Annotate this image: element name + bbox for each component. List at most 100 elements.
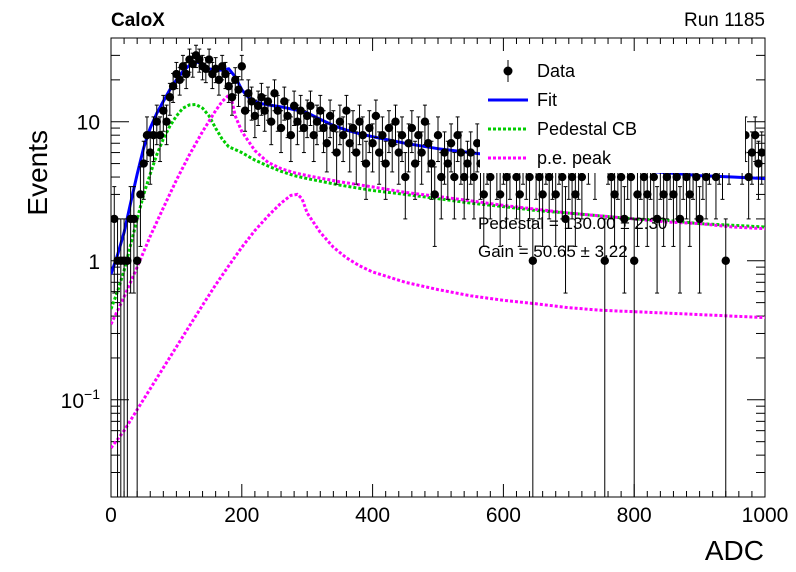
data-marker [132,256,142,265]
data-marker [495,190,505,199]
data-point [332,131,341,185]
data-marker [757,148,765,157]
data-marker [430,190,439,199]
data-marker [561,214,570,224]
data-marker [296,106,305,115]
data-point [600,218,609,497]
data-marker [659,190,668,199]
data-marker [388,139,397,148]
data-marker [136,190,145,199]
data-marker [237,62,246,71]
data-point [132,218,142,497]
data-marker [312,117,322,126]
data-marker [450,172,459,182]
data-marker [607,172,616,182]
data-point [371,99,381,139]
data-point [401,152,410,220]
data-marker [316,106,325,115]
data-point [355,104,364,146]
data-marker [750,130,760,140]
data-marker [342,106,351,115]
data-point [397,116,407,163]
data-point [129,186,139,294]
x-tick-label: 1000 [742,504,789,527]
data-marker [381,159,390,168]
data-marker [630,256,639,265]
data-point [757,131,765,185]
data-point [361,140,371,200]
data-marker [303,111,312,121]
data-marker [195,55,204,64]
data-marker [397,130,407,140]
data-marker [319,123,328,133]
data-marker [616,172,626,182]
data-marker [675,214,685,224]
data-marker [446,139,456,148]
data-marker [309,130,318,140]
data-marker [329,123,338,133]
data-marker [633,190,642,199]
data-marker [178,62,188,71]
data-marker [299,123,309,133]
data-marker [355,117,364,126]
data-marker [155,130,165,140]
legend-label: Pedestal CB [537,119,637,139]
data-marker [620,214,629,224]
data-point [430,166,439,247]
data-marker [669,190,678,199]
data-point [325,99,335,139]
data-point [162,104,171,146]
data-marker [283,111,292,121]
data-marker [672,172,681,182]
legend-label: p.e. peak [537,148,612,168]
data-point [316,94,325,132]
data-marker [123,256,132,265]
data-marker [695,214,704,224]
data-marker [338,130,348,140]
data-marker [211,64,220,74]
data-point [744,152,753,220]
y-tick-label: 10 [77,112,100,135]
data-point [643,166,652,247]
data-point [620,186,629,294]
data-marker [111,214,119,224]
data-marker [512,172,521,182]
data-marker [407,123,417,133]
data-marker [685,190,694,199]
data-point [329,110,338,154]
legend-label: Data [537,61,576,81]
data-point [175,67,184,96]
data-marker [306,101,315,111]
data-marker [577,172,587,182]
data-marker [652,214,662,224]
legend-entry: Data [503,60,576,82]
data-marker [361,159,371,168]
data-marker [463,159,472,168]
data-point [404,123,413,173]
data-point [659,166,668,247]
data-marker [538,190,547,199]
data-marker [231,75,240,85]
data-marker [443,159,453,168]
data-marker [469,172,479,182]
data-point [388,123,397,173]
experiment-label: CaloX [111,10,165,31]
data-point [695,186,704,294]
legend-entry: p.e. peak [488,148,612,168]
data-marker [165,93,175,102]
data-point [342,94,351,132]
data-marker [662,172,672,182]
data-marker [247,97,256,106]
data-point [630,218,639,497]
data-point [407,110,417,154]
data-point [273,94,282,132]
data-point [368,123,377,173]
data-marker [204,55,214,64]
data-marker [417,148,426,157]
data-marker [214,75,224,85]
data-marker [293,117,302,126]
x-axis-label: ADC [705,535,764,566]
data-marker [401,172,410,182]
data-marker [525,172,534,182]
data-point [123,218,132,497]
